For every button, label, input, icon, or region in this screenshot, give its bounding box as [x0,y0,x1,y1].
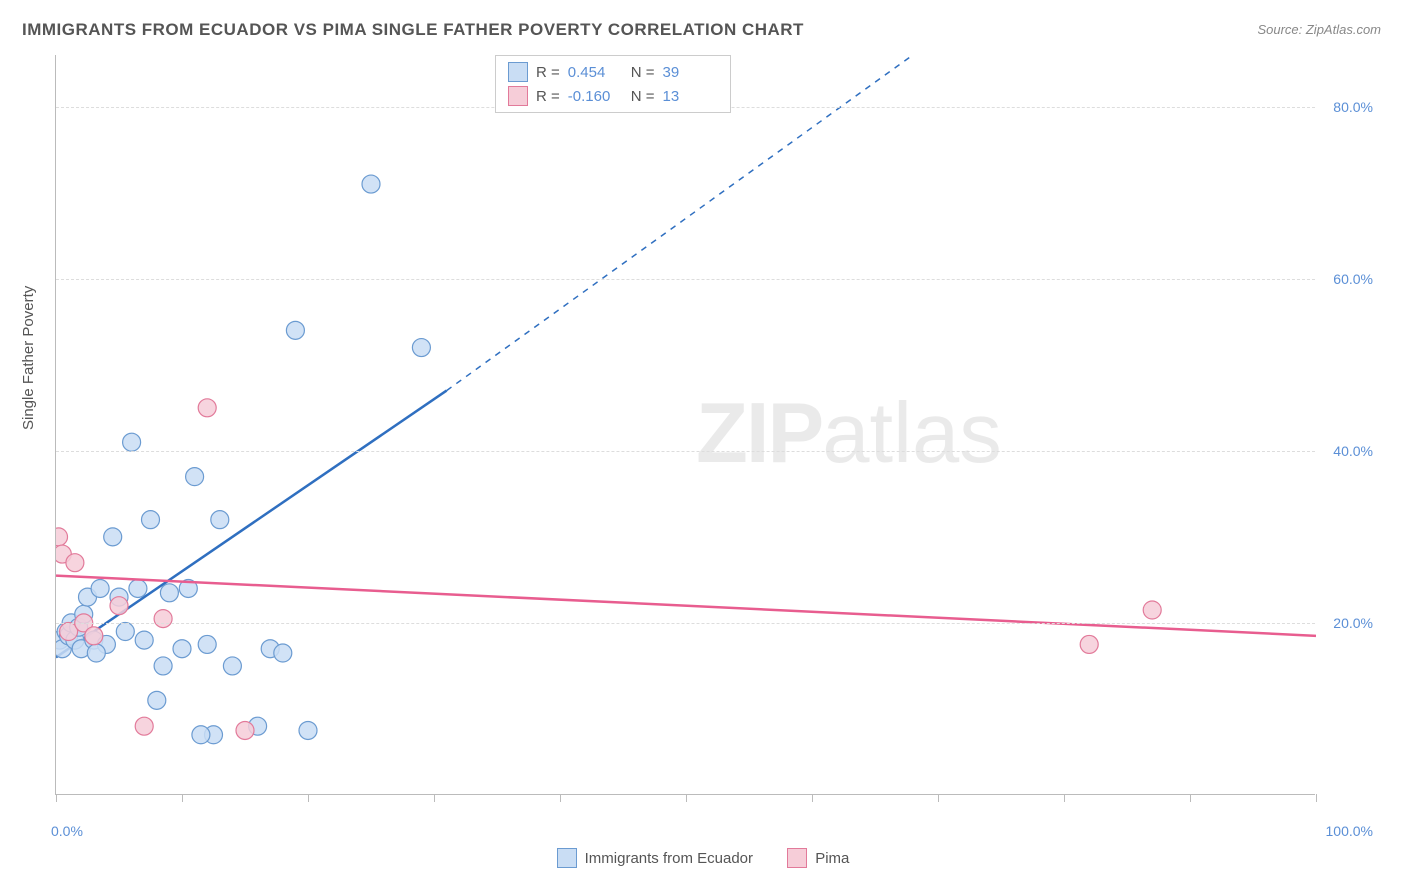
legend-n-label: N = [631,64,655,81]
legend-r-label: R = [536,64,560,81]
legend-n-label: N = [631,88,655,105]
legend-swatch [787,848,807,868]
legend-label: Pima [815,850,849,867]
legend-r-value: -0.160 [568,88,623,105]
y-tick-label: 20.0% [1333,615,1373,631]
x-tick [1064,794,1065,802]
x-tick [560,794,561,802]
chart-svg [56,55,1316,795]
x-axis-max-label: 100.0% [1326,823,1373,839]
source-attribution: Source: ZipAtlas.com [1257,22,1381,37]
chart-title: IMMIGRANTS FROM ECUADOR VS PIMA SINGLE F… [22,20,804,40]
x-tick [686,794,687,802]
legend-label: Immigrants from Ecuador [585,850,753,867]
legend-swatch [557,848,577,868]
legend-item: Immigrants from Ecuador [557,848,753,868]
x-tick [938,794,939,802]
x-tick [434,794,435,802]
plot-area: 0.0% 100.0% ZIPatlas 20.0%40.0%60.0%80.0… [55,55,1315,795]
series-legend: Immigrants from Ecuador Pima [0,848,1406,872]
y-tick-label: 80.0% [1333,99,1373,115]
legend-swatch [508,86,528,106]
legend-row: R = 0.454 N = 39 [504,60,722,84]
x-tick [182,794,183,802]
legend-r-value: 0.454 [568,64,623,81]
correlation-legend: R = 0.454 N = 39 R = -0.160 N = 13 [495,55,731,113]
y-axis-title: Single Father Poverty [20,286,37,430]
legend-row: R = -0.160 N = 13 [504,84,722,108]
x-tick [1316,794,1317,802]
x-axis-min-label: 0.0% [51,823,83,839]
legend-swatch [508,62,528,82]
x-tick [1190,794,1191,802]
legend-n-value: 13 [663,88,718,105]
y-tick-label: 60.0% [1333,271,1373,287]
x-tick [812,794,813,802]
legend-item: Pima [787,848,849,868]
x-tick [56,794,57,802]
legend-r-label: R = [536,88,560,105]
x-tick [308,794,309,802]
y-tick-label: 40.0% [1333,443,1373,459]
legend-n-value: 39 [663,64,718,81]
